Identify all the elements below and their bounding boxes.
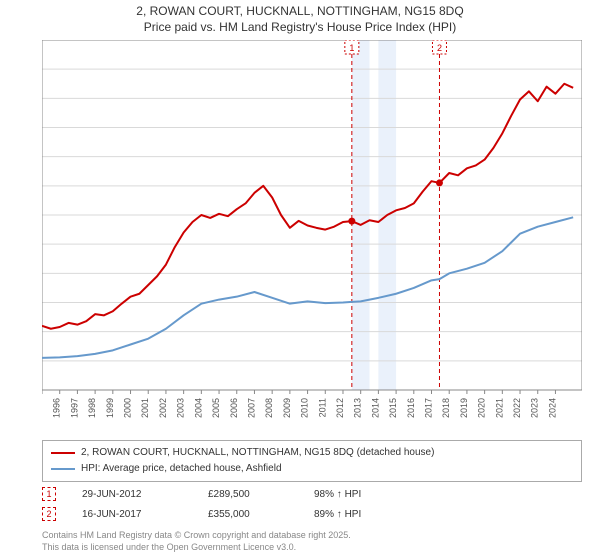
chart-title: 2, ROWAN COURT, HUCKNALL, NOTTINGHAM, NG… bbox=[0, 0, 600, 35]
svg-text:2004: 2004 bbox=[193, 398, 203, 418]
legend-item: HPI: Average price, detached house, Ashf… bbox=[51, 461, 573, 477]
svg-text:2012: 2012 bbox=[335, 398, 345, 418]
svg-text:1998: 1998 bbox=[87, 398, 97, 418]
title-line1: 2, ROWAN COURT, HUCKNALL, NOTTINGHAM, NG… bbox=[0, 4, 600, 20]
svg-text:2014: 2014 bbox=[370, 398, 380, 418]
legend-swatch-hpi bbox=[51, 468, 75, 470]
footer-attribution: Contains HM Land Registry data © Crown c… bbox=[42, 530, 582, 553]
tx-price: £355,000 bbox=[208, 509, 288, 520]
svg-text:2002: 2002 bbox=[158, 398, 168, 418]
tx-marker-icon: 2 bbox=[42, 507, 56, 521]
svg-text:2: 2 bbox=[437, 43, 442, 53]
svg-text:1997: 1997 bbox=[69, 398, 79, 418]
tx-date: 29-JUN-2012 bbox=[82, 489, 182, 500]
svg-text:2009: 2009 bbox=[282, 398, 292, 418]
svg-text:2016: 2016 bbox=[406, 398, 416, 418]
tx-hpi: 89% ↑ HPI bbox=[314, 509, 414, 520]
svg-text:2013: 2013 bbox=[353, 398, 363, 418]
svg-text:2000: 2000 bbox=[123, 398, 133, 418]
svg-text:2023: 2023 bbox=[530, 398, 540, 418]
svg-text:2024: 2024 bbox=[547, 398, 557, 418]
svg-text:2003: 2003 bbox=[176, 398, 186, 418]
svg-text:2006: 2006 bbox=[229, 398, 239, 418]
tx-marker-icon: 1 bbox=[42, 487, 56, 501]
legend: 2, ROWAN COURT, HUCKNALL, NOTTINGHAM, NG… bbox=[42, 440, 582, 482]
legend-label: HPI: Average price, detached house, Ashf… bbox=[81, 461, 282, 477]
svg-text:2019: 2019 bbox=[459, 398, 469, 418]
tx-date: 16-JUN-2017 bbox=[82, 509, 182, 520]
legend-item: 2, ROWAN COURT, HUCKNALL, NOTTINGHAM, NG… bbox=[51, 445, 573, 461]
svg-text:2001: 2001 bbox=[140, 398, 150, 418]
chart: £0£50K£100K£150K£200K£250K£300K£350K£400… bbox=[42, 40, 582, 410]
svg-text:2010: 2010 bbox=[300, 398, 310, 418]
svg-text:2011: 2011 bbox=[317, 398, 327, 417]
footer-line: This data is licensed under the Open Gov… bbox=[42, 542, 582, 554]
title-line2: Price paid vs. HM Land Registry's House … bbox=[0, 20, 600, 36]
tx-price: £289,500 bbox=[208, 489, 288, 500]
svg-text:2022: 2022 bbox=[512, 398, 522, 418]
table-row: 1 29-JUN-2012 £289,500 98% ↑ HPI bbox=[42, 484, 582, 504]
svg-text:2018: 2018 bbox=[441, 398, 451, 418]
svg-text:2021: 2021 bbox=[494, 398, 504, 418]
svg-text:2007: 2007 bbox=[246, 398, 256, 418]
svg-text:2017: 2017 bbox=[424, 398, 434, 418]
svg-text:2015: 2015 bbox=[388, 398, 398, 418]
svg-text:2005: 2005 bbox=[211, 398, 221, 418]
svg-text:1999: 1999 bbox=[105, 398, 115, 418]
svg-text:1996: 1996 bbox=[52, 398, 62, 418]
footer-line: Contains HM Land Registry data © Crown c… bbox=[42, 530, 582, 542]
table-row: 2 16-JUN-2017 £355,000 89% ↑ HPI bbox=[42, 504, 582, 524]
transaction-table: 1 29-JUN-2012 £289,500 98% ↑ HPI 2 16-JU… bbox=[42, 484, 582, 524]
legend-label: 2, ROWAN COURT, HUCKNALL, NOTTINGHAM, NG… bbox=[81, 445, 434, 461]
tx-hpi: 98% ↑ HPI bbox=[314, 489, 414, 500]
svg-text:2020: 2020 bbox=[477, 398, 487, 418]
svg-text:1: 1 bbox=[349, 43, 354, 53]
svg-text:1995: 1995 bbox=[42, 398, 44, 418]
legend-swatch-property bbox=[51, 452, 75, 454]
svg-text:2008: 2008 bbox=[264, 398, 274, 418]
